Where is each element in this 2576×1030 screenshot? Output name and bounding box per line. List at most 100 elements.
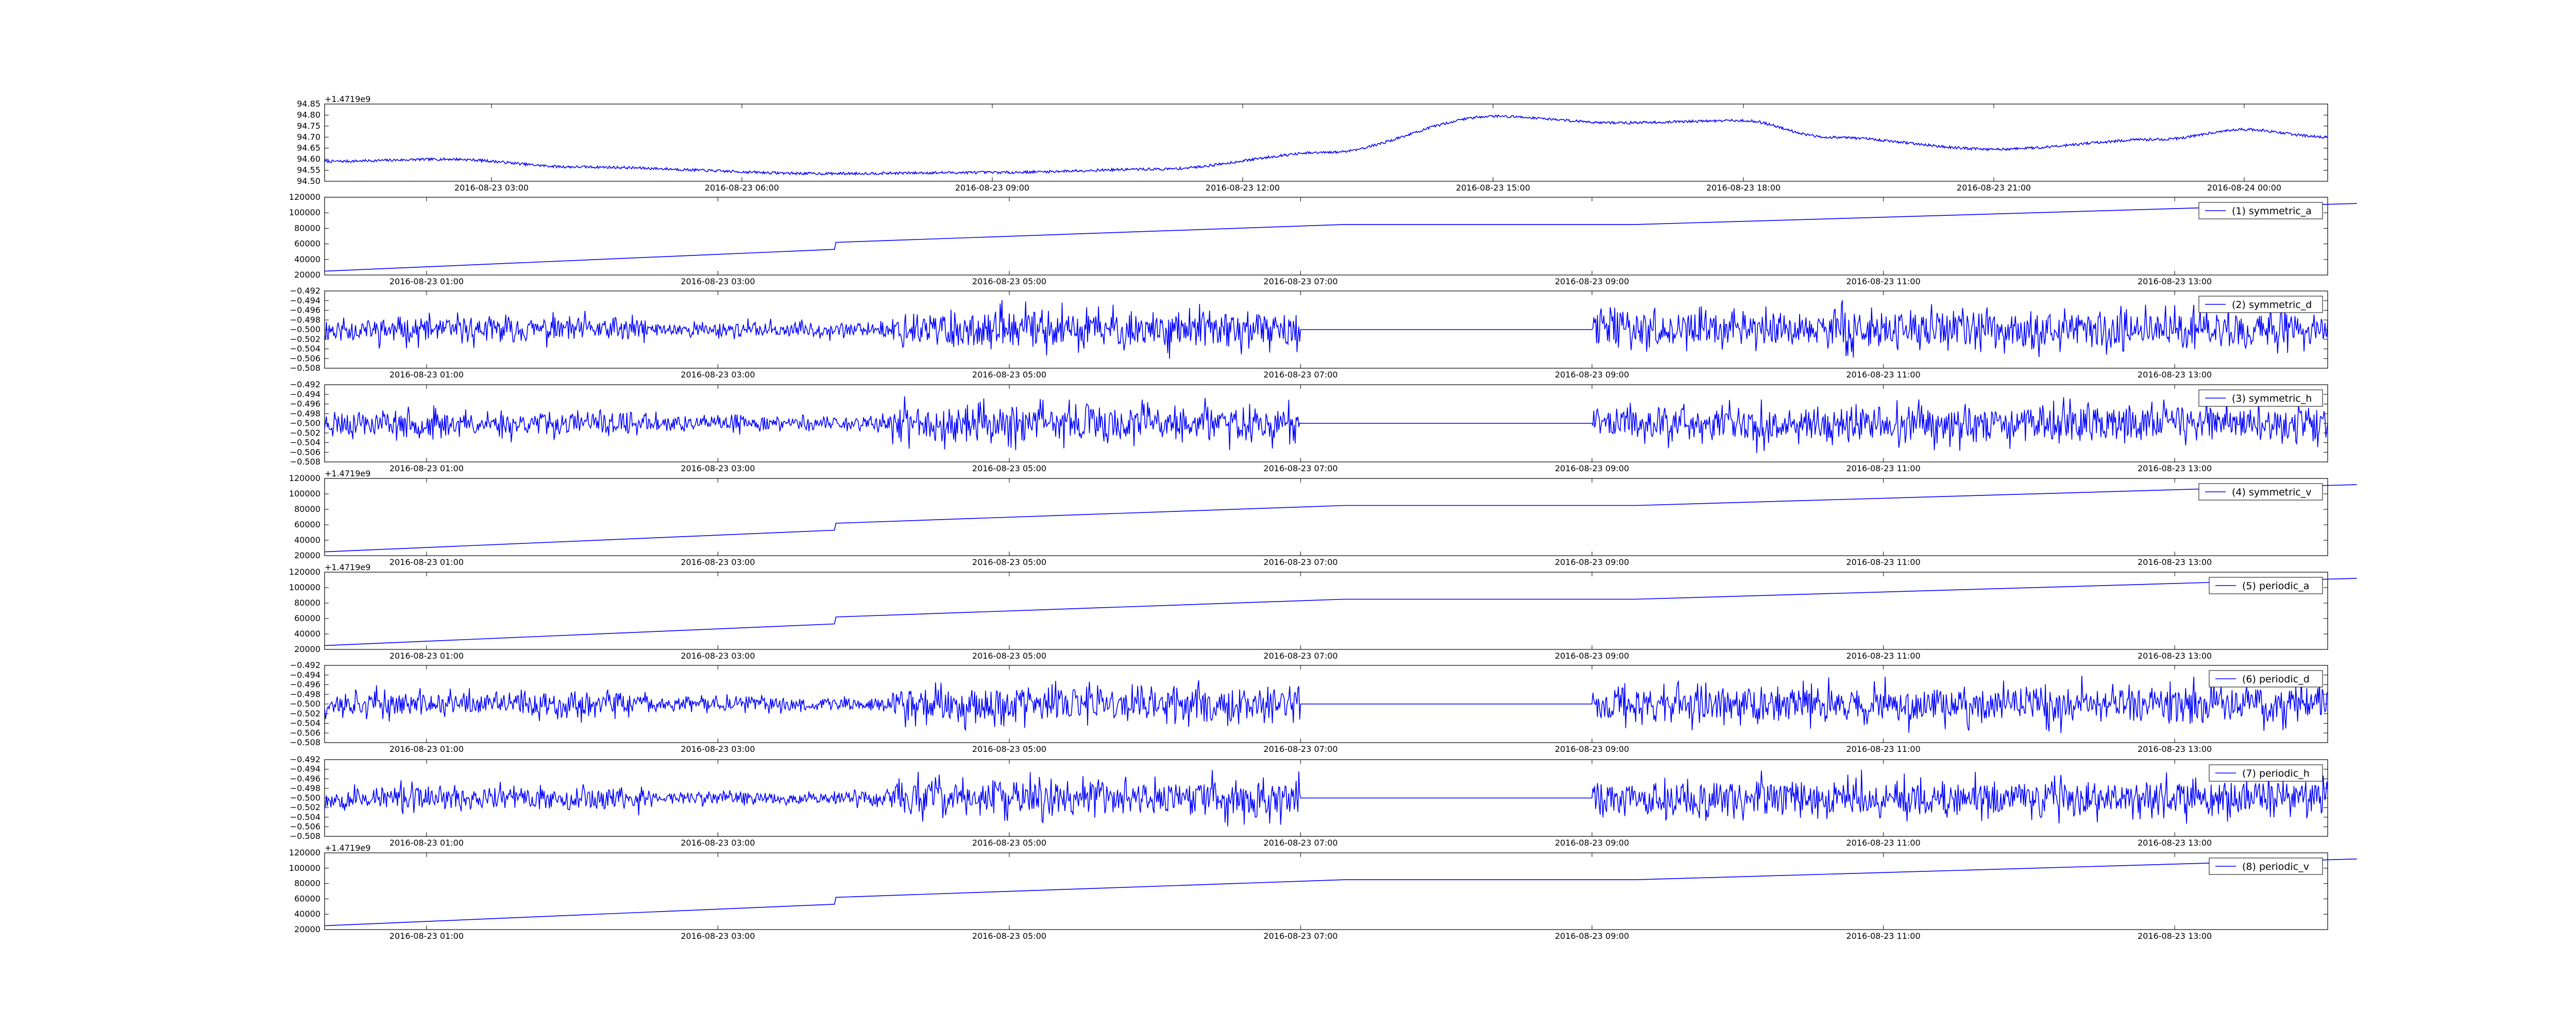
x-tick-label: 2016-08-23 15:00	[1456, 183, 1530, 193]
y-tick-label: 60000	[294, 520, 320, 529]
x-tick-label: 2016-08-23 01:00	[389, 651, 464, 661]
y-tick-label: 100000	[289, 863, 320, 873]
axis-offset-label: +1.4719e9	[325, 94, 370, 104]
legend: (5) periodic_a	[2209, 577, 2323, 594]
x-tick-label: 2016-08-23 03:00	[681, 277, 755, 286]
axis-offset-label: +1.4719e9	[325, 843, 370, 853]
legend-label: (5) periodic_a	[2242, 580, 2309, 592]
y-tick-label: −0.500	[290, 699, 320, 709]
x-tick-label: 2016-08-23 03:00	[454, 183, 529, 193]
legend: (3) symmetric_h	[2198, 389, 2323, 407]
x-tick-label: 2016-08-23 09:00	[1555, 464, 1629, 473]
x-tick-label: 2016-08-23 13:00	[2138, 931, 2212, 941]
x-tick-label: 2016-08-23 01:00	[389, 744, 464, 754]
y-tick-label: −0.506	[290, 353, 320, 363]
x-tick-label: 2016-08-23 18:00	[1706, 183, 1781, 193]
axes-frame	[324, 197, 2328, 276]
x-tick-label: 2016-08-23 03:00	[681, 464, 755, 473]
x-tick-label: 2016-08-23 11:00	[1846, 557, 1920, 567]
x-tick-label: 2016-08-23 05:00	[972, 464, 1046, 473]
x-tick-label: 2016-08-23 03:00	[681, 651, 755, 661]
y-tick-label: 94.65	[297, 143, 320, 153]
legend: (4) symmetric_v	[2198, 483, 2323, 501]
y-tick-label: −0.498	[290, 408, 320, 418]
y-tick-label: −0.506	[290, 728, 320, 737]
x-tick-label: 2016-08-24 00:00	[2207, 183, 2281, 193]
x-tick-label: 2016-08-23 05:00	[972, 651, 1046, 661]
legend-label: (2) symmetric_d	[2232, 299, 2312, 311]
x-tick-label: 2016-08-23 05:00	[972, 277, 1046, 286]
axes-frame	[324, 572, 2328, 650]
y-tick-label: 20000	[294, 551, 320, 560]
legend-label: (3) symmetric_h	[2232, 393, 2312, 404]
y-tick-label: −0.498	[290, 689, 320, 699]
x-tick-label: 2016-08-23 13:00	[2138, 838, 2212, 848]
x-tick-label: 2016-08-23 13:00	[2138, 557, 2212, 567]
x-tick-label: 2016-08-23 11:00	[1846, 838, 1920, 848]
y-tick-label: −0.496	[290, 399, 320, 409]
x-tick-label: 2016-08-23 12:00	[1206, 183, 1280, 193]
legend-label: (4) symmetric_v	[2232, 487, 2312, 498]
axes-frame	[324, 478, 2328, 556]
x-tick-label: 2016-08-23 07:00	[1263, 651, 1337, 661]
x-tick-label: 2016-08-23 11:00	[1846, 464, 1920, 473]
y-tick-label: −0.502	[290, 334, 320, 344]
series-line	[324, 676, 2328, 733]
y-tick-label: 100000	[289, 582, 320, 592]
y-tick-label: −0.496	[290, 774, 320, 783]
x-tick-label: 2016-08-23 05:00	[972, 931, 1046, 941]
y-tick-label: −0.494	[290, 389, 320, 399]
x-tick-label: 2016-08-23 01:00	[389, 557, 464, 567]
y-tick-label: −0.504	[290, 344, 320, 354]
x-tick-label: 2016-08-23 09:00	[1555, 744, 1629, 754]
legend: (7) periodic_h	[2209, 764, 2323, 782]
y-tick-label: −0.494	[290, 670, 320, 680]
x-tick-label: 2016-08-23 07:00	[1263, 464, 1337, 473]
y-tick-label: 60000	[294, 894, 320, 903]
legend-label: (7) periodic_h	[2242, 768, 2310, 779]
y-tick-label: −0.500	[290, 418, 320, 428]
x-tick-label: 2016-08-23 05:00	[972, 838, 1046, 848]
y-tick-label: 94.85	[297, 99, 320, 109]
y-tick-label: 40000	[294, 535, 320, 545]
x-tick-label: 2016-08-23 03:00	[681, 557, 755, 567]
y-tick-label: −0.506	[290, 447, 320, 457]
chart-panel-5: 120000 100000 80000 60000 40000 20000 2016-08-…	[289, 562, 2357, 661]
x-tick-label: 2016-08-23 09:00	[1555, 651, 1629, 661]
y-tick-label: 60000	[294, 239, 320, 249]
axes-frame	[324, 104, 2328, 182]
y-tick-label: −0.508	[290, 457, 320, 467]
y-tick-label: −0.500	[290, 324, 320, 334]
x-tick-label: 2016-08-23 07:00	[1263, 744, 1337, 754]
y-tick-label: −0.492	[290, 286, 320, 296]
y-tick-label: 94.70	[297, 132, 320, 142]
y-tick-label: 20000	[294, 270, 320, 280]
y-tick-label: −0.492	[290, 660, 320, 670]
x-tick-label: 2016-08-23 13:00	[2138, 370, 2212, 380]
chart-panel-2: −0.492−0.494−0.496−0.498−0.500−0.502−0.5…	[290, 286, 2328, 380]
series-line	[324, 114, 2328, 176]
y-tick-label: 80000	[294, 598, 320, 608]
axis-offset-label: +1.4719e9	[325, 562, 370, 572]
x-tick-label: 2016-08-23 05:00	[972, 744, 1046, 754]
chart-panel-4: 120000 100000 80000 60000 40000 20000 2016-08-…	[289, 469, 2357, 567]
y-tick-label: 80000	[294, 879, 320, 888]
x-tick-label: 2016-08-23 09:00	[1555, 931, 1629, 941]
legend: (6) periodic_d	[2209, 670, 2323, 688]
x-tick-label: 2016-08-23 09:00	[1555, 838, 1629, 848]
y-tick-label: 94.60	[297, 154, 320, 164]
y-tick-label: −0.500	[290, 793, 320, 803]
x-tick-label: 2016-08-23 01:00	[389, 931, 464, 941]
y-tick-label: −0.506	[290, 821, 320, 831]
y-tick-label: 100000	[289, 489, 320, 499]
y-tick-label: 120000	[289, 473, 320, 483]
y-tick-label: 20000	[294, 924, 320, 934]
x-tick-label: 2016-08-23 01:00	[389, 838, 464, 848]
y-tick-label: −0.504	[290, 718, 320, 728]
y-tick-label: −0.502	[290, 709, 320, 718]
x-tick-label: 2016-08-23 05:00	[972, 370, 1046, 380]
y-tick-label: 60000	[294, 613, 320, 623]
x-tick-label: 2016-08-23 21:00	[1957, 183, 2031, 193]
y-tick-label: −0.508	[290, 363, 320, 373]
y-tick-label: 40000	[294, 254, 320, 264]
